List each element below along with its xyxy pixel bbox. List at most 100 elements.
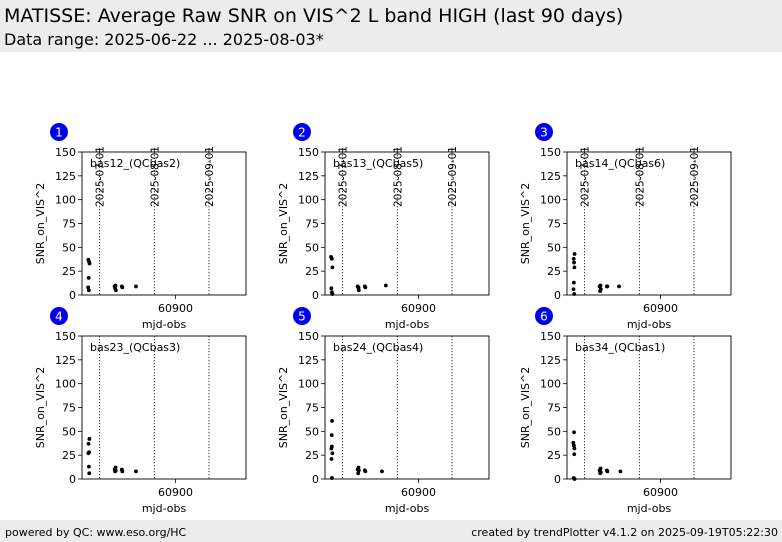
y-tick-label: 125 [540,170,561,183]
panel-number: 4 [55,310,63,324]
y-axis-label: SNR_on_VIS^2 [519,367,532,449]
date-tick-label: 2025-09-01 [447,146,459,207]
y-axis-label: SNR_on_VIS^2 [277,183,290,265]
data-point [329,286,334,291]
data-point [120,469,125,474]
y-tick-label: 150 [55,330,76,343]
data-point [363,285,368,290]
data-point [598,466,603,471]
data-point [86,275,91,280]
x-tick-label: 60900 [158,302,193,315]
data-point [598,289,603,294]
data-point [617,284,621,289]
date-tick-label: 2025-09-01 [204,146,216,207]
y-tick-label: 25 [305,449,319,462]
data-point [572,446,577,451]
date-tick-label: 2025-08-01 [149,146,161,207]
data-point [330,292,335,296]
y-tick-label: 75 [62,402,76,415]
date-tick-label: 2025-07-01 [95,146,107,207]
date-tick-label: 2025-07-01 [580,146,592,207]
panel-number: 1 [55,126,63,140]
data-point [87,471,92,476]
x-axis-label: mjd-obs [142,318,187,331]
data-point [113,469,118,474]
x-axis-label: mjd-obs [627,502,672,515]
data-range-subtitle: Data range: 2025-06-22 ... 2025-08-03* [4,30,324,49]
panel-label: bas12_(QCbas2) [90,157,180,170]
data-point [572,452,577,457]
data-point [356,471,361,476]
data-point [571,440,576,445]
panel-label: bas23_(QCbas3) [90,341,180,354]
y-tick-label: 150 [540,146,561,159]
y-tick-label: 50 [547,425,561,438]
x-tick-label: 60900 [643,302,678,315]
data-point [383,283,388,288]
data-point [86,451,91,456]
panel-number: 5 [298,310,306,324]
plot-frame [566,335,732,480]
chart-panel-3: 2025-07-01 2025-08-01 2025-09-01 0 25 50 75 100… [519,123,732,331]
data-point [113,465,118,470]
y-tick-label: 0 [69,289,76,302]
y-tick-label: 25 [62,449,76,462]
chart-panel-4: 0 25 50 75 100 125 150 60900 mjd-obs SNR_on_VIS^2… [34,307,247,515]
data-point [572,292,577,296]
y-tick-label: 50 [305,425,319,438]
data-point [86,464,91,469]
x-tick-label: 60900 [401,486,436,499]
data-point [356,465,361,470]
y-tick-label: 50 [62,241,76,254]
data-point [380,469,384,474]
data-point [618,469,623,474]
date-tick-label: 2025-09-01 [689,146,701,207]
panel-number: 6 [540,310,548,324]
y-tick-label: 0 [554,289,561,302]
data-point [356,468,361,473]
y-tick-label: 75 [305,402,319,415]
y-axis-label: SNR_on_VIS^2 [277,367,290,449]
y-tick-label: 50 [547,241,561,254]
x-axis-label: mjd-obs [385,502,430,515]
y-tick-label: 150 [540,330,561,343]
data-point [113,283,118,288]
panel-label: bas24_(QCbas4) [333,341,423,354]
date-tick-label: 2025-08-01 [634,146,646,207]
y-axis-label: SNR_on_VIS^2 [34,367,47,449]
x-tick-label: 60900 [158,486,193,499]
panel-number-badge [535,307,553,325]
panel-number-badge [50,307,68,325]
x-tick-label: 60900 [401,302,436,315]
panel-number: 2 [298,126,306,140]
x-axis-label: mjd-obs [142,502,187,515]
y-tick-label: 125 [55,354,76,367]
data-point [330,451,335,456]
data-point [329,433,334,438]
y-tick-label: 125 [55,170,76,183]
data-point [86,285,91,290]
footer-powered-by: powered by QC: www.eso.org/HC [5,526,187,539]
y-tick-label: 125 [298,354,319,367]
y-tick-label: 100 [55,194,76,207]
y-tick-label: 150 [55,146,76,159]
data-point [571,287,576,292]
y-tick-label: 50 [305,241,319,254]
data-point [572,430,576,435]
data-point [363,469,368,474]
panel-number-badge [535,123,553,141]
y-tick-label: 0 [312,473,319,486]
data-point [120,285,125,290]
x-axis-label: mjd-obs [385,318,430,331]
y-tick-label: 75 [305,218,319,231]
panel-number: 3 [540,126,548,140]
chart-panel-1: 2025-07-01 2025-08-01 2025-09-01 0 25 50 75 100… [34,123,247,331]
data-point [330,265,335,270]
data-point [113,286,118,291]
data-point [86,441,91,446]
y-tick-label: 125 [540,354,561,367]
data-point [329,476,334,480]
data-point [572,260,576,265]
data-point [134,284,138,289]
